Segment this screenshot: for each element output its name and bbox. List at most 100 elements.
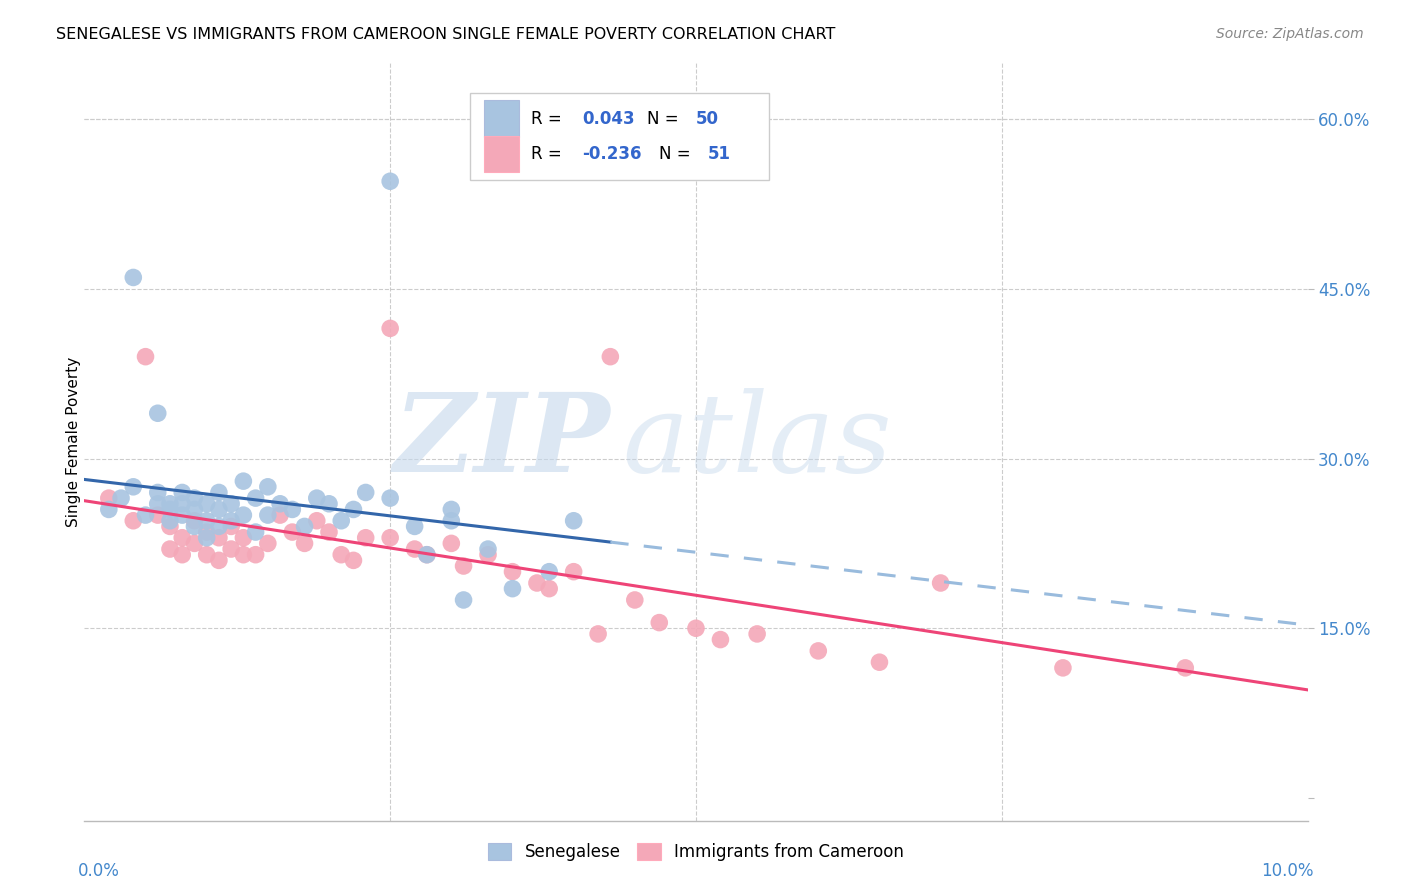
Text: 0.0%: 0.0%	[79, 863, 120, 880]
Point	[219, 514, 242, 528]
Text: R =: R =	[531, 145, 567, 163]
Text: N =: N =	[659, 145, 696, 163]
Point	[122, 514, 145, 528]
Point	[195, 497, 218, 511]
Bar	[484, 101, 519, 136]
Point	[146, 406, 169, 420]
Point	[404, 519, 426, 533]
Point	[257, 480, 280, 494]
Point	[318, 497, 340, 511]
Point	[538, 565, 561, 579]
Point	[172, 548, 194, 562]
Point	[330, 514, 353, 528]
Point	[380, 174, 402, 188]
Bar	[484, 136, 519, 172]
Point	[1052, 661, 1074, 675]
Point	[159, 542, 181, 557]
Point	[453, 593, 475, 607]
Point	[159, 502, 181, 516]
Point	[281, 502, 304, 516]
Point	[219, 542, 242, 557]
Point	[219, 497, 242, 511]
Point	[135, 350, 157, 364]
Point	[219, 519, 242, 533]
Point	[146, 485, 169, 500]
Point	[183, 536, 205, 550]
Point	[526, 576, 548, 591]
Text: Source: ZipAtlas.com: Source: ZipAtlas.com	[1216, 27, 1364, 41]
Point	[195, 548, 218, 562]
Point	[208, 531, 231, 545]
Point	[146, 508, 169, 522]
Point	[709, 632, 731, 647]
Point	[869, 655, 891, 669]
Text: 51: 51	[709, 145, 731, 163]
Point	[807, 644, 830, 658]
Point	[269, 508, 291, 522]
Point	[416, 548, 439, 562]
Point	[624, 593, 647, 607]
Point	[172, 531, 194, 545]
Point	[195, 524, 218, 539]
Point	[586, 627, 609, 641]
Point	[281, 524, 304, 539]
Point	[294, 536, 316, 550]
Point	[294, 519, 316, 533]
Text: atlas: atlas	[623, 388, 893, 495]
Text: -0.236: -0.236	[582, 145, 641, 163]
Point	[245, 491, 267, 505]
Point	[245, 548, 267, 562]
Point	[380, 491, 402, 505]
Point	[208, 553, 231, 567]
Point	[305, 491, 328, 505]
Point	[342, 502, 364, 516]
Y-axis label: Single Female Poverty: Single Female Poverty	[66, 357, 80, 526]
Point	[232, 474, 254, 488]
Point	[599, 350, 621, 364]
Point	[477, 548, 499, 562]
Point	[232, 531, 254, 545]
Point	[208, 519, 231, 533]
Point	[183, 514, 205, 528]
Point	[648, 615, 671, 630]
Legend: Senegalese, Immigrants from Cameroon: Senegalese, Immigrants from Cameroon	[479, 834, 912, 869]
Point	[342, 553, 364, 567]
Point	[232, 508, 254, 522]
Point	[318, 524, 340, 539]
Point	[172, 497, 194, 511]
Point	[159, 497, 181, 511]
Point	[122, 480, 145, 494]
Point	[257, 536, 280, 550]
Point	[404, 542, 426, 557]
Point	[195, 514, 218, 528]
Point	[1174, 661, 1197, 675]
Point	[172, 485, 194, 500]
Point	[747, 627, 769, 641]
FancyBboxPatch shape	[470, 93, 769, 180]
Point	[453, 559, 475, 574]
Point	[183, 491, 205, 505]
Point	[122, 270, 145, 285]
Point	[562, 514, 585, 528]
Point	[354, 485, 377, 500]
Point	[97, 502, 120, 516]
Point	[502, 565, 524, 579]
Text: ZIP: ZIP	[394, 388, 610, 495]
Point	[685, 621, 707, 635]
Point	[440, 502, 463, 516]
Point	[929, 576, 952, 591]
Point	[97, 491, 120, 505]
Point	[380, 531, 402, 545]
Text: 0.043: 0.043	[582, 110, 636, 128]
Point	[195, 531, 218, 545]
Text: SENEGALESE VS IMMIGRANTS FROM CAMEROON SINGLE FEMALE POVERTY CORRELATION CHART: SENEGALESE VS IMMIGRANTS FROM CAMEROON S…	[56, 27, 835, 42]
Text: N =: N =	[647, 110, 683, 128]
Point	[538, 582, 561, 596]
Point	[380, 321, 402, 335]
Point	[440, 514, 463, 528]
Point	[477, 542, 499, 557]
Point	[232, 548, 254, 562]
Point	[110, 491, 132, 505]
Point	[159, 519, 181, 533]
Point	[562, 565, 585, 579]
